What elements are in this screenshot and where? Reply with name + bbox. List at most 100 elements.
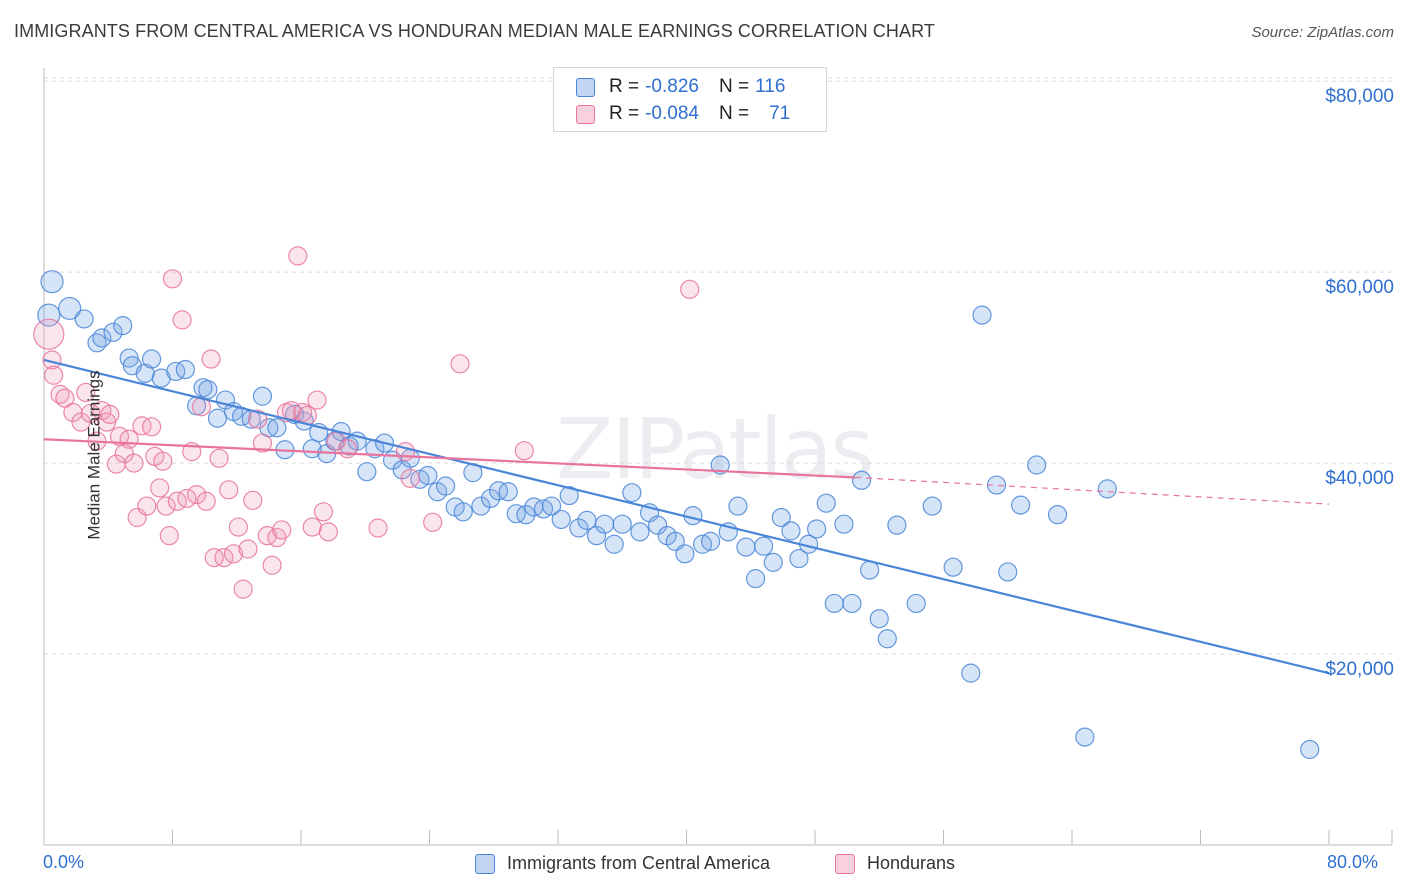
blue-point-58 (551, 509, 571, 530)
pink-point-37 (209, 448, 229, 468)
x-tick-label-min: 0.0% (43, 852, 85, 872)
pink-point-35 (201, 349, 221, 369)
pink-point-65 (423, 512, 443, 532)
bottom-legend-series2: Hondurans (835, 853, 955, 874)
y-tick-label-20000: $20,000 (1325, 659, 1394, 680)
pink-point-30 (177, 488, 197, 509)
blue-point-7 (113, 316, 133, 336)
blue-point-43 (418, 465, 438, 486)
pink-point-40 (223, 544, 244, 564)
blue-point-99 (943, 557, 963, 577)
watermark: ZIPatlas (556, 400, 874, 498)
blue-point-50 (480, 488, 501, 509)
blue-point-29 (302, 439, 322, 459)
pink-point-16 (119, 429, 139, 449)
blue-point-36 (357, 462, 377, 482)
pink-point-42 (233, 579, 253, 599)
legend-n-label: N = (718, 103, 750, 124)
pink-point-46 (252, 433, 273, 453)
blue-point-65 (612, 514, 632, 534)
blue-point-95 (877, 629, 897, 649)
pink-point-61 (337, 439, 358, 459)
blue-point-72 (675, 544, 695, 564)
pink-point-8 (80, 403, 101, 424)
blue-point-67 (630, 522, 650, 542)
pink-point-12 (100, 404, 120, 425)
blue-point-88 (816, 493, 836, 513)
pink-point-0 (33, 318, 65, 350)
blue-point-98 (922, 496, 942, 516)
correlation-legend: R = -0.826 N = 116 R = -0.084 N = 71 (553, 67, 827, 132)
pink-point-59 (318, 522, 338, 542)
x-tick-label-max: 80.0% (1327, 852, 1379, 872)
pink-point-2 (44, 365, 64, 385)
pink-point-23 (150, 478, 170, 498)
blue-point-106 (1047, 505, 1068, 525)
blue-point-96 (887, 515, 907, 535)
blue-point-59 (559, 485, 579, 506)
blue-point-52 (498, 482, 518, 502)
bottom-legend-swatch-blue (475, 853, 495, 874)
pink-point-25 (156, 496, 176, 516)
blue-point-75 (700, 531, 721, 551)
legend-r-value: -0.084 (645, 103, 699, 124)
pink-point-34 (196, 491, 216, 511)
y-tick-label-60000: $60,000 (1325, 277, 1394, 298)
blue-point-100 (961, 663, 981, 683)
blue-point-105 (1027, 455, 1047, 475)
legend-r-label: R = (609, 76, 640, 97)
pink-point-57 (307, 390, 327, 410)
chart-title: IMMIGRANTS FROM CENTRAL AMERICA VS HONDU… (14, 21, 935, 41)
source-label: Source: ZipAtlas.com (1251, 24, 1394, 41)
blue-point-13 (166, 361, 186, 382)
blue-point-3 (74, 309, 94, 329)
pink-point-21 (142, 417, 162, 437)
blue-point-109 (1300, 739, 1320, 760)
bottom-legend-label-series2: Hondurans (867, 853, 956, 873)
blue-point-91 (842, 593, 862, 614)
pink-point-4 (55, 388, 75, 408)
y-tick-label-80000: $80,000 (1325, 86, 1394, 107)
pink-point-24 (153, 451, 173, 471)
pink-point-68 (680, 279, 700, 299)
pink-point-19 (132, 416, 152, 436)
blue-point-104 (1010, 495, 1031, 515)
blue-point-0 (40, 270, 64, 294)
blue-point-92 (851, 470, 872, 490)
blue-point-53 (506, 504, 526, 524)
legend-n-value: 71 (769, 103, 791, 124)
pink-point-50 (272, 520, 292, 540)
blue-point-25 (267, 418, 287, 438)
blue-point-90 (834, 514, 854, 534)
blue-point-54 (516, 505, 536, 525)
pink-point-45 (248, 409, 268, 429)
pink-point-62 (368, 518, 388, 538)
pink-point-7 (76, 382, 96, 403)
y-tick-label-40000: $40,000 (1325, 468, 1394, 489)
blue-point-101 (972, 305, 992, 325)
pink-point-38 (214, 548, 234, 568)
pink-point-47 (257, 526, 277, 546)
blue-point-63 (594, 514, 615, 534)
legend-swatch-pink (576, 104, 595, 124)
y-axis-label: Median Male Earnings (84, 370, 104, 540)
pink-point-36 (204, 548, 224, 568)
legend-row-series1: R = -0.826 N = 116 (576, 76, 785, 98)
blue-point-17 (198, 379, 218, 400)
bottom-legend-label-series1: Immigrants from Central America (507, 853, 771, 873)
blue-point-14 (175, 359, 195, 380)
legend-r-value: -0.826 (645, 76, 699, 97)
pink-point-27 (162, 269, 183, 289)
blue-point-18 (207, 408, 228, 428)
blue-point-2 (58, 296, 82, 321)
pink-trend-line-extension (855, 476, 1330, 505)
pink-point-32 (186, 485, 207, 505)
blue-point-45 (435, 476, 456, 496)
blue-point-57 (541, 496, 562, 516)
blue-point-107 (1075, 727, 1095, 747)
pink-point-63 (395, 442, 416, 462)
legend-n-label: N = (718, 76, 750, 97)
pink-point-29 (172, 310, 192, 330)
pink-point-48 (262, 555, 282, 575)
bottom-legend-swatch-pink (835, 853, 855, 874)
